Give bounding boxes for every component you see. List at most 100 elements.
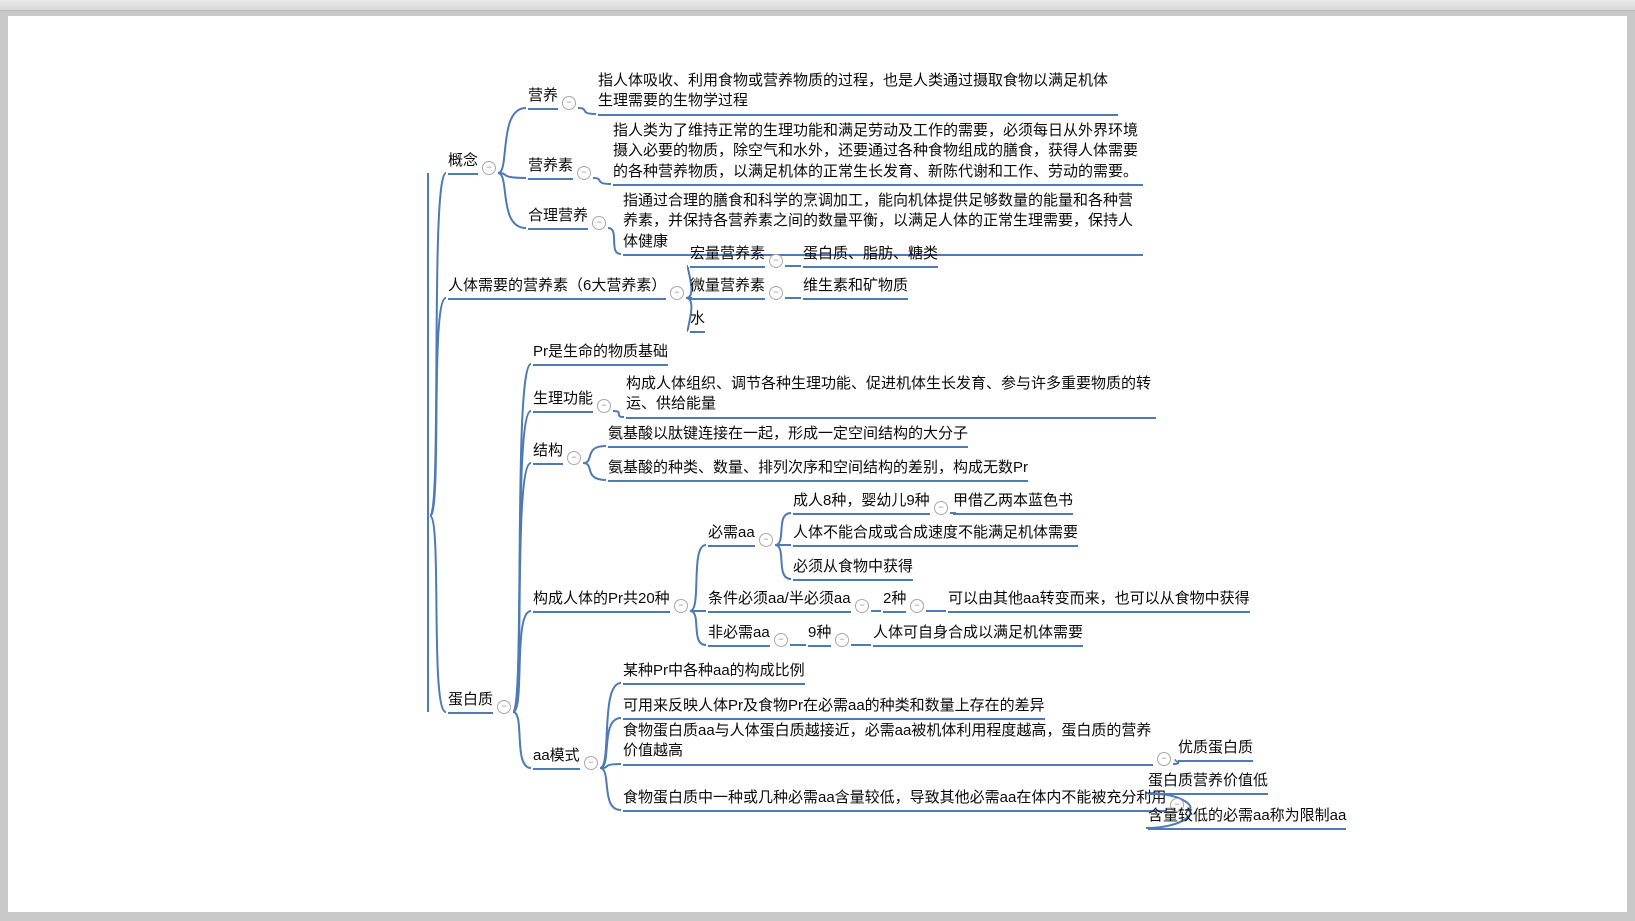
node-p_struct[interactable]: 结构 bbox=[533, 441, 563, 463]
edge bbox=[775, 513, 791, 545]
node-underline bbox=[608, 480, 1028, 482]
node-underline bbox=[708, 611, 851, 613]
collapse-toggle[interactable]: − bbox=[774, 633, 788, 647]
collapse-toggle[interactable]: − bbox=[592, 216, 606, 230]
edge bbox=[513, 364, 531, 712]
node-underline bbox=[448, 712, 493, 714]
collapse-toggle[interactable]: − bbox=[562, 96, 576, 110]
node-am_3[interactable]: 食物蛋白质aa与人体蛋白质越接近，必需aa被机体利用程度越高，蛋白质的营养价值越… bbox=[623, 721, 1153, 764]
edge bbox=[600, 768, 621, 810]
node-aa_semi_1[interactable]: 2种 bbox=[883, 589, 906, 611]
edge bbox=[613, 411, 624, 417]
node-am_4a[interactable]: 蛋白质营养价值低 bbox=[1148, 771, 1268, 793]
node-aa_semi_1d[interactable]: 可以由其他aa转变而来，也可以从食物中获得 bbox=[948, 589, 1250, 611]
node-aa_semi[interactable]: 条件必须aa/半必须aa bbox=[708, 589, 851, 611]
collapse-toggle[interactable]: − bbox=[482, 161, 496, 175]
node-aa_ess_1d[interactable]: 甲借乙两本蓝色书 bbox=[953, 491, 1073, 513]
collapse-toggle[interactable]: − bbox=[769, 286, 783, 300]
node-underline bbox=[533, 463, 563, 465]
node-underline bbox=[1148, 828, 1346, 830]
node-p_20[interactable]: 构成人体的Pr共20种 bbox=[533, 589, 670, 611]
node-p_struct_1[interactable]: 氨基酸以肽键连接在一起，形成一定空间结构的大分子 bbox=[608, 424, 968, 446]
node-underline bbox=[626, 417, 1156, 419]
edge bbox=[583, 446, 606, 463]
edge bbox=[513, 411, 531, 712]
node-underline bbox=[533, 411, 593, 413]
node-am_4b[interactable]: 含量较低的必需aa称为限制aa bbox=[1148, 806, 1346, 828]
node-six_macro_d[interactable]: 蛋白质、脂肪、糖类 bbox=[803, 244, 938, 266]
edge bbox=[578, 108, 596, 114]
node-underline bbox=[793, 545, 1078, 547]
node-underline bbox=[528, 228, 588, 230]
node-underline bbox=[803, 266, 938, 268]
node-underline bbox=[623, 810, 1166, 812]
node-aa_ess_1[interactable]: 成人8种，婴幼儿9种 bbox=[793, 491, 930, 513]
collapse-toggle[interactable]: − bbox=[855, 599, 869, 613]
node-aa_ess_2[interactable]: 人体不能合成或合成速度不能满足机体需要 bbox=[793, 523, 1078, 545]
node-underline bbox=[598, 114, 1118, 116]
edge bbox=[498, 173, 526, 228]
node-underline bbox=[873, 645, 1083, 647]
node-underline bbox=[883, 611, 906, 613]
collapse-toggle[interactable]: − bbox=[577, 166, 591, 180]
collapse-toggle[interactable]: − bbox=[567, 451, 581, 465]
node-underline bbox=[1148, 793, 1268, 795]
node-underline bbox=[623, 764, 1153, 766]
mindmap-canvas[interactable]: 概念−营养−指人体吸收、利用食物或营养物质的过程，也是人类通过摄取食物以满足机体… bbox=[8, 16, 1627, 912]
node-p_func[interactable]: 生理功能 bbox=[533, 389, 593, 411]
node-c_nutrient_d[interactable]: 指人类为了维持正常的生理功能和满足劳动及工作的需要，必须每日从外界环境摄入必要的… bbox=[613, 121, 1143, 184]
edge bbox=[690, 611, 706, 645]
node-six_water[interactable]: 水 bbox=[690, 309, 705, 331]
edge bbox=[775, 545, 791, 579]
node-aa_non_1[interactable]: 9种 bbox=[808, 623, 831, 645]
node-c_nut_d[interactable]: 指人体吸收、利用食物或营养物质的过程，也是人类通过摄取食物以满足机体生理需要的生… bbox=[598, 71, 1118, 114]
node-concept[interactable]: 概念 bbox=[448, 151, 478, 173]
node-underline bbox=[528, 108, 558, 110]
collapse-toggle[interactable]: − bbox=[934, 501, 948, 515]
node-underline bbox=[448, 298, 666, 300]
collapse-toggle[interactable]: − bbox=[674, 599, 688, 613]
node-aa_non[interactable]: 非必需aa bbox=[708, 623, 770, 645]
node-am_4[interactable]: 食物蛋白质中一种或几种必需aa含量较低，导致其他必需aa在体内不能被充分利用 bbox=[623, 788, 1166, 810]
node-p_struct_2[interactable]: 氨基酸的种类、数量、排列次序和空间结构的差别，构成无数Pr bbox=[608, 458, 1028, 480]
node-underline bbox=[1178, 760, 1253, 762]
node-underline bbox=[608, 446, 968, 448]
node-aa_non_1d[interactable]: 人体可自身合成以满足机体需要 bbox=[873, 623, 1083, 645]
node-underline bbox=[528, 178, 573, 180]
collapse-toggle[interactable]: − bbox=[910, 599, 924, 613]
collapse-toggle[interactable]: − bbox=[670, 286, 684, 300]
node-six[interactable]: 人体需要的营养素（6大营养素） bbox=[448, 276, 666, 298]
collapse-toggle[interactable]: − bbox=[584, 756, 598, 770]
edge bbox=[430, 516, 446, 712]
node-aa_ess_3[interactable]: 必须从食物中获得 bbox=[793, 557, 913, 579]
node-underline bbox=[613, 184, 1143, 186]
node-underline bbox=[793, 513, 930, 515]
node-six_micro_d[interactable]: 维生素和矿物质 bbox=[803, 276, 908, 298]
node-am_2[interactable]: 可用来反映人体Pr及食物Pr在必需aa的种类和数量上存在的差异 bbox=[623, 696, 1045, 718]
edge bbox=[583, 463, 606, 480]
node-six_micro[interactable]: 微量营养素 bbox=[690, 276, 765, 298]
collapse-toggle[interactable]: − bbox=[769, 254, 783, 268]
edge bbox=[690, 545, 706, 611]
collapse-toggle[interactable]: − bbox=[759, 533, 773, 547]
edge bbox=[430, 298, 446, 516]
node-protein[interactable]: 蛋白质 bbox=[448, 690, 493, 712]
node-underline bbox=[708, 645, 770, 647]
collapse-toggle[interactable]: − bbox=[1157, 752, 1171, 766]
node-aa_mode[interactable]: aa模式 bbox=[533, 746, 580, 768]
node-c_reason[interactable]: 合理营养 bbox=[528, 206, 588, 228]
node-aa_ess[interactable]: 必需aa bbox=[708, 523, 755, 545]
node-c_nutrient[interactable]: 营养素 bbox=[528, 156, 573, 178]
node-am_3d[interactable]: 优质蛋白质 bbox=[1178, 738, 1253, 760]
collapse-toggle[interactable]: − bbox=[835, 633, 849, 647]
collapse-toggle[interactable]: − bbox=[597, 399, 611, 413]
node-underline bbox=[948, 611, 1250, 613]
node-p_func_d[interactable]: 构成人体组织、调节各种生理功能、促进机体生长发育、参与许多重要物质的转运、供给能… bbox=[626, 374, 1156, 417]
node-underline bbox=[690, 331, 705, 333]
node-c_nut[interactable]: 营养 bbox=[528, 86, 558, 108]
collapse-toggle[interactable]: − bbox=[497, 700, 511, 714]
node-six_macro[interactable]: 宏量营养素 bbox=[690, 244, 765, 266]
node-am_1[interactable]: 某种Pr中各种aa的构成比例 bbox=[623, 661, 805, 683]
node-p_base[interactable]: Pr是生命的物质基础 bbox=[533, 342, 668, 364]
node-underline bbox=[803, 298, 908, 300]
